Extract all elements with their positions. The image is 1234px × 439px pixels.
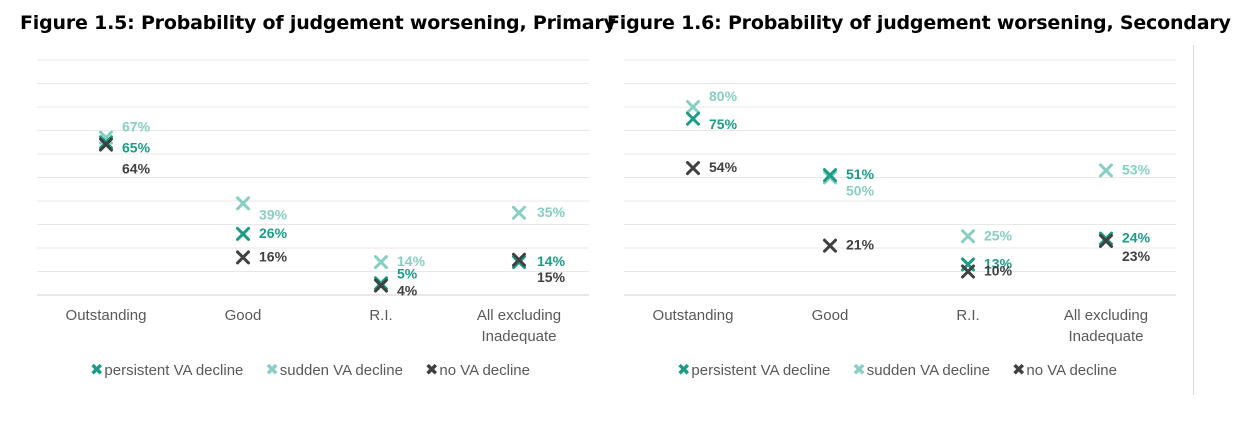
persistent-data-label: 5% bbox=[397, 265, 418, 281]
persistent-data-label: 24% bbox=[1122, 230, 1151, 246]
primary-scatter-chart: Outstanding Good R.I. All excluding Inadequa… bbox=[37, 59, 589, 345]
persistent-data-label: 13% bbox=[984, 255, 1013, 271]
category-tick-label: All excluding bbox=[1064, 307, 1148, 324]
sudden-marker bbox=[236, 196, 250, 211]
none-data-label: 15% bbox=[537, 269, 566, 285]
persistent-data-label: 51% bbox=[846, 166, 875, 182]
none-data-label: 4% bbox=[397, 283, 418, 299]
legend-item-none: ✖no VA decline bbox=[425, 360, 530, 380]
sudden-data-label: 67% bbox=[122, 119, 151, 135]
none-data-label: 54% bbox=[709, 159, 738, 175]
persistent-marker bbox=[1099, 231, 1113, 246]
none-data-label: 23% bbox=[1122, 248, 1151, 264]
legend-item-persistent: ✖persistent VA decline bbox=[677, 360, 830, 380]
legend-item-persistent: ✖persistent VA decline bbox=[90, 360, 243, 380]
secondary-legend: ✖persistent VA decline ✖sudden VA decline… bbox=[677, 360, 1139, 380]
category-tick-label: Good bbox=[225, 307, 262, 324]
sudden-data-label: 39% bbox=[259, 206, 288, 222]
none-data-label: 16% bbox=[259, 248, 288, 264]
category-tick-label: Good bbox=[812, 307, 849, 324]
persistent-data-label: 75% bbox=[709, 116, 738, 132]
sudden-data-label: 35% bbox=[537, 204, 566, 220]
legend-marker-icon: ✖ bbox=[852, 362, 866, 379]
sudden-marker bbox=[823, 170, 837, 185]
legend-marker-icon: ✖ bbox=[90, 362, 104, 379]
category-tick-label: Outstanding bbox=[653, 307, 734, 324]
none-marker bbox=[512, 252, 526, 267]
legend-item-sudden: ✖sudden VA decline bbox=[265, 360, 403, 380]
primary-legend: ✖persistent VA decline ✖sudden VA decline… bbox=[90, 360, 552, 380]
legend-label: no VA decline bbox=[1026, 362, 1117, 379]
sudden-marker bbox=[961, 229, 975, 244]
legend-label: sudden VA decline bbox=[866, 362, 990, 379]
sudden-data-label: 50% bbox=[846, 183, 875, 199]
sudden-marker bbox=[374, 255, 388, 270]
legend-marker-icon: ✖ bbox=[677, 362, 691, 379]
category-tick-label: Outstanding bbox=[66, 307, 147, 324]
legend-label: persistent VA decline bbox=[691, 362, 831, 379]
persistent-marker bbox=[99, 135, 113, 150]
persistent-data-label: 65% bbox=[122, 139, 151, 155]
legend-item-none: ✖no VA decline bbox=[1012, 360, 1117, 380]
category-tick-label: Inadequate bbox=[1068, 328, 1143, 345]
legend-marker-icon: ✖ bbox=[424, 362, 439, 379]
persistent-marker bbox=[374, 276, 388, 291]
none-marker bbox=[823, 238, 837, 253]
category-tick-label: All excluding bbox=[477, 307, 561, 324]
sudden-data-label: 25% bbox=[984, 227, 1013, 243]
none-marker bbox=[1099, 233, 1113, 248]
none-marker bbox=[686, 161, 700, 176]
legend-item-sudden: ✖sudden VA decline bbox=[852, 360, 990, 380]
sudden-data-label: 53% bbox=[1122, 161, 1151, 177]
none-marker bbox=[961, 264, 975, 279]
category-tick-label: Inadequate bbox=[481, 328, 556, 345]
none-marker bbox=[99, 137, 113, 152]
category-tick-label: R.I. bbox=[956, 307, 979, 324]
sudden-data-label: 14% bbox=[397, 253, 426, 269]
legend-marker-icon: ✖ bbox=[265, 362, 279, 379]
none-marker bbox=[374, 278, 388, 293]
secondary-scatter-chart: Outstanding Good R.I. All excluding Inadequa… bbox=[624, 59, 1176, 345]
sudden-marker bbox=[512, 205, 526, 220]
persistent-data-label: 26% bbox=[259, 225, 288, 241]
legend-label: persistent VA decline bbox=[104, 362, 244, 379]
right-border-line bbox=[1193, 45, 1194, 395]
persistent-marker bbox=[823, 168, 837, 183]
persistent-marker bbox=[512, 255, 526, 270]
sudden-marker bbox=[686, 100, 700, 114]
legend-label: no VA decline bbox=[439, 362, 530, 379]
none-marker bbox=[236, 250, 250, 265]
figure-1-5-title: Figure 1.5: Probability of judgement wor… bbox=[20, 12, 616, 34]
none-data-label: 10% bbox=[984, 263, 1013, 279]
figure-1-6-title: Figure 1.6: Probability of judgement wor… bbox=[607, 12, 1231, 34]
persistent-marker bbox=[236, 226, 250, 241]
persistent-marker bbox=[686, 111, 700, 126]
legend-label: sudden VA decline bbox=[279, 362, 403, 379]
sudden-data-label: 80% bbox=[709, 88, 738, 104]
none-data-label: 64% bbox=[122, 161, 151, 177]
legend-marker-icon: ✖ bbox=[1011, 362, 1026, 379]
persistent-data-label: 14% bbox=[537, 253, 566, 269]
category-tick-label: R.I. bbox=[369, 307, 392, 324]
none-data-label: 21% bbox=[846, 237, 875, 253]
sudden-marker bbox=[1099, 163, 1113, 178]
